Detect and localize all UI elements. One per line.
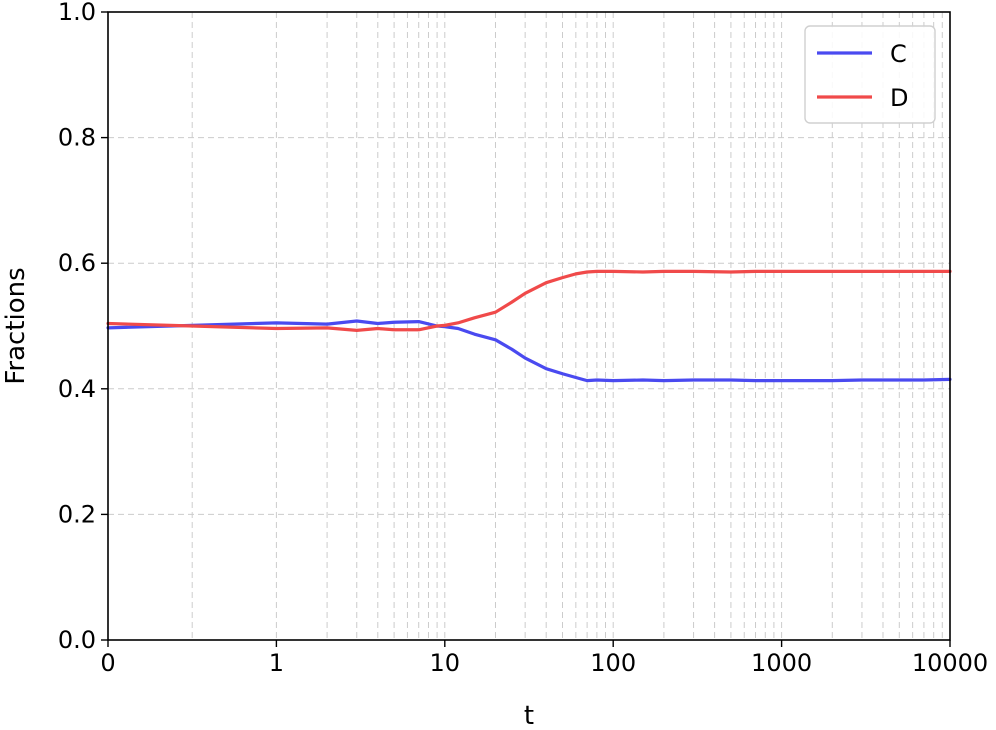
y-axis-label: Fractions xyxy=(1,267,31,384)
x-tick-label: 1 xyxy=(269,649,284,677)
legend: CD xyxy=(804,25,936,124)
series-line-d xyxy=(106,269,952,332)
legend-label-c: C xyxy=(890,40,907,68)
x-tick-label: 100 xyxy=(590,649,636,677)
x-axis-label: t xyxy=(524,701,534,730)
x-tick-label: 1000 xyxy=(751,649,812,677)
y-tick-label: 0.8 xyxy=(58,124,96,152)
y-tick-label: 0.4 xyxy=(58,375,96,403)
data-series xyxy=(106,269,952,383)
y-tick-label: 0.6 xyxy=(58,249,96,277)
y-tick-label: 0.0 xyxy=(58,626,96,654)
x-tick-label: 10000 xyxy=(912,649,988,677)
legend-box xyxy=(804,25,936,124)
x-tick-label: 10 xyxy=(430,649,461,677)
x-tick-label: 0 xyxy=(100,649,115,677)
y-tick-label: 1.0 xyxy=(58,0,96,26)
y-tick-label: 0.2 xyxy=(58,500,96,528)
legend-label-d: D xyxy=(890,84,908,112)
series-line-c xyxy=(106,319,952,383)
axis-ticks: 0 1 10 100 1000 10000 0.0 0.2 0.4 0.6 0.8 1.0 xyxy=(58,0,988,677)
plot-frame xyxy=(107,11,951,641)
